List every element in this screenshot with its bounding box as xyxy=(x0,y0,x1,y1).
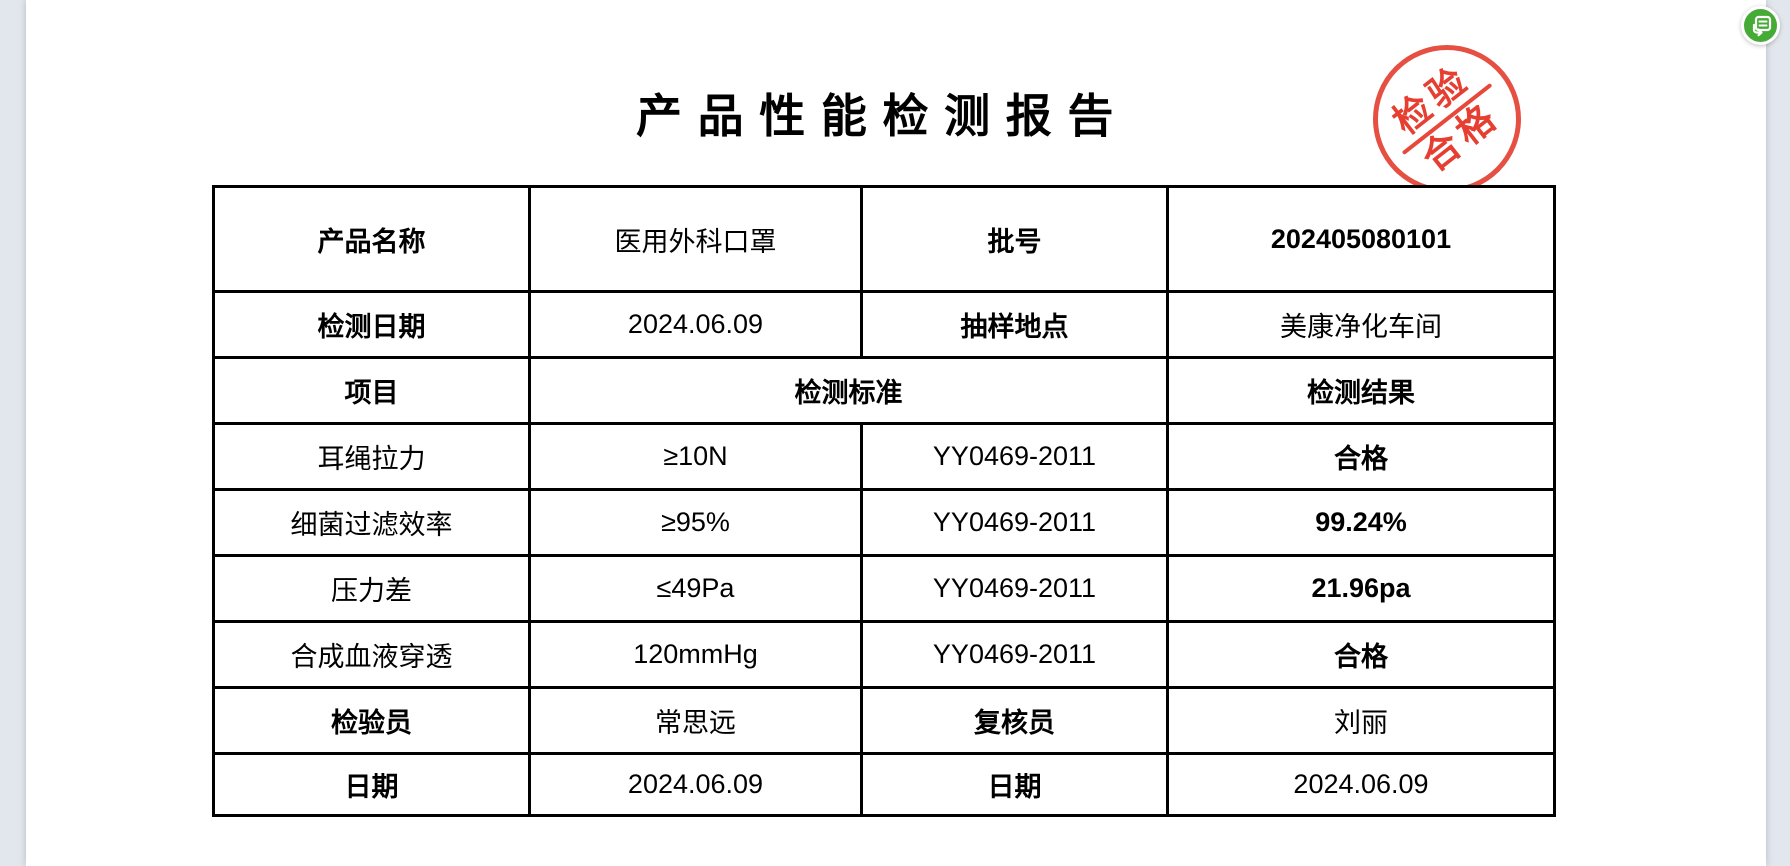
reviewer-label: 复核员 xyxy=(860,686,1169,755)
column-header-standard: 检测标准 xyxy=(528,356,1169,425)
column-header-result: 检测结果 xyxy=(1166,356,1556,425)
inspector-date-label: 日期 xyxy=(212,752,531,817)
item-requirement: ≤49Pa xyxy=(528,554,863,623)
table-row-sign-date: 日期 2024.06.09 日期 2024.06.09 xyxy=(212,752,1556,817)
test-date-value: 2024.06.09 xyxy=(528,290,863,359)
sampling-site-value: 美康净化车间 xyxy=(1166,290,1556,359)
test-date-label: 检测日期 xyxy=(212,290,531,359)
page-title: 产品性能检测报告 xyxy=(635,90,1130,142)
item-name: 合成血液穿透 xyxy=(212,620,531,689)
column-header-item: 项目 xyxy=(212,356,531,425)
reviewer-value: 刘丽 xyxy=(1166,686,1556,755)
item-name: 耳绳拉力 xyxy=(212,422,531,491)
batch-number-label: 批号 xyxy=(860,185,1169,293)
item-standard: YY0469-2011 xyxy=(860,554,1169,623)
item-result: 合格 xyxy=(1166,620,1556,689)
document-page: 产品性能检测报告 检验 合格 产品名称 医用外科口罩 批号 2024050801… xyxy=(26,0,1766,866)
item-row: 耳绳拉力 ≥10N YY0469-2011 合格 xyxy=(212,422,1556,491)
item-requirement: ≥10N xyxy=(528,422,863,491)
product-name-label: 产品名称 xyxy=(212,185,531,293)
reviewer-date-label: 日期 xyxy=(860,752,1169,817)
table-header-row: 项目 检测标准 检测结果 xyxy=(212,356,1556,425)
item-name: 压力差 xyxy=(212,554,531,623)
sampling-site-label: 抽样地点 xyxy=(860,290,1169,359)
item-result: 21.96pa xyxy=(1166,554,1556,623)
table-row-product: 产品名称 医用外科口罩 批号 202405080101 xyxy=(212,185,1556,293)
reviewer-date-value: 2024.06.09 xyxy=(1166,752,1556,817)
inspector-label: 检验员 xyxy=(212,686,531,755)
table-row-test-date: 检测日期 2024.06.09 抽样地点 美康净化车间 xyxy=(212,290,1556,359)
item-standard: YY0469-2011 xyxy=(860,488,1169,557)
item-row: 合成血液穿透 120mmHg YY0469-2011 合格 xyxy=(212,620,1556,689)
item-row: 细菌过滤效率 ≥95% YY0469-2011 99.24% xyxy=(212,488,1556,557)
approval-stamp: 检验 合格 xyxy=(1373,45,1521,193)
product-name-value: 医用外科口罩 xyxy=(528,185,863,293)
wps-floating-launcher-button[interactable] xyxy=(1741,6,1780,45)
batch-number-value: 202405080101 xyxy=(1166,185,1556,293)
item-standard: YY0469-2011 xyxy=(860,422,1169,491)
document-transfer-icon xyxy=(1748,13,1774,39)
item-requirement: 120mmHg xyxy=(528,620,863,689)
approval-stamp-content: 检验 合格 xyxy=(1376,51,1517,187)
table-row-inspector: 检验员 常思远 复核员 刘丽 xyxy=(212,686,1556,755)
item-row: 压力差 ≤49Pa YY0469-2011 21.96pa xyxy=(212,554,1556,623)
item-result: 99.24% xyxy=(1166,488,1556,557)
item-standard: YY0469-2011 xyxy=(860,620,1169,689)
inspector-date-value: 2024.06.09 xyxy=(528,752,863,817)
item-requirement: ≥95% xyxy=(528,488,863,557)
report-table: 产品名称 医用外科口罩 批号 202405080101 检测日期 2024.06… xyxy=(212,185,1556,817)
inspector-value: 常思远 xyxy=(528,686,863,755)
item-name: 细菌过滤效率 xyxy=(212,488,531,557)
item-result: 合格 xyxy=(1166,422,1556,491)
